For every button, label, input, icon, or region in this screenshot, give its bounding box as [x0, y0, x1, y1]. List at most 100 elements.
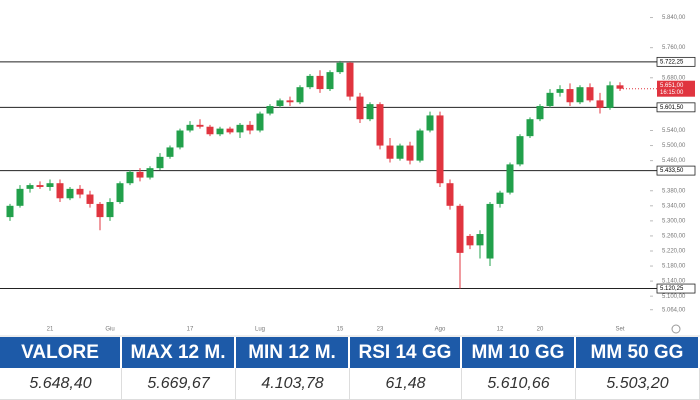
- x-tick-label: Set: [615, 327, 624, 333]
- stats-table: VALORE MAX 12 M. MIN 12 M. RSI 14 GG MM 10 G…: [0, 337, 700, 400]
- candle-body: [426, 115, 434, 131]
- candle-body: [456, 205, 464, 253]
- level-label: 5.433,50: [660, 168, 684, 174]
- candle-body: [606, 85, 614, 108]
- candle-body: [246, 124, 254, 131]
- candle-body: [386, 145, 394, 159]
- x-tick-label: 23: [377, 327, 384, 333]
- level-label: 5.601,50: [660, 105, 684, 111]
- candle-body: [286, 100, 294, 103]
- candle-body: [406, 145, 414, 161]
- candle-body: [596, 100, 604, 108]
- last-price-label: 5.651,00: [660, 83, 684, 89]
- x-tick-label: 21: [47, 327, 54, 333]
- candle-body: [146, 168, 154, 178]
- level-label: 5.120,25: [660, 286, 684, 292]
- y-tick-label: 5.064,00: [662, 307, 686, 313]
- candle-body: [316, 75, 324, 90]
- y-tick-label: 5.140,00: [662, 279, 686, 285]
- y-tick-label: 5.840,00: [662, 15, 686, 21]
- x-tick-label: Ago: [435, 327, 446, 333]
- candle-body: [566, 89, 574, 103]
- table-header-cell: VALORE: [0, 337, 122, 368]
- level-label: 5.722,25: [660, 59, 684, 65]
- candle-body: [446, 183, 454, 206]
- table-header-cell: MAX 12 M.: [122, 337, 236, 368]
- candle-body: [496, 192, 504, 204]
- candle-body: [66, 188, 74, 199]
- candle-body: [476, 234, 484, 246]
- level-box: [656, 165, 696, 176]
- candle-body: [186, 124, 194, 131]
- candle-body: [106, 202, 114, 218]
- y-tick-label: 5.220,00: [662, 249, 686, 255]
- candle-body: [26, 185, 34, 189]
- table-cell: 5.503,20: [576, 368, 700, 400]
- candle-body: [196, 124, 204, 127]
- y-tick-label: 5.180,00: [662, 264, 686, 270]
- candle-body: [96, 203, 104, 218]
- candle-body: [216, 128, 224, 135]
- candle-body: [586, 87, 594, 101]
- y-tick-label: 5.760,00: [662, 45, 686, 51]
- candle-body: [136, 171, 144, 178]
- y-tick-label: 5.460,00: [662, 158, 686, 164]
- candle-body: [546, 92, 554, 107]
- candle-body: [536, 106, 544, 120]
- candle-body: [366, 104, 374, 120]
- candle-body: [346, 62, 354, 97]
- last-price-box: [657, 80, 695, 97]
- candle-body: [166, 147, 174, 157]
- settings-icon[interactable]: [671, 324, 681, 334]
- y-tick-label: 5.380,00: [662, 188, 686, 194]
- table-cell: 61,48: [350, 368, 462, 400]
- candle-body: [126, 171, 134, 184]
- level-box: [656, 283, 696, 294]
- table-header-cell: RSI 14 GG: [350, 337, 462, 368]
- chart: 5.840,00 5.760,00 5.680,00 5.540,00 5.500,00…: [0, 15, 700, 337]
- level-box: [656, 56, 696, 67]
- candle-body: [506, 164, 514, 193]
- candle-body: [46, 183, 54, 187]
- table-cell: 5.610,66: [462, 368, 576, 400]
- table-cell: 5.648,40: [0, 368, 122, 400]
- table-header-cell: MIN 12 M.: [236, 337, 350, 368]
- x-tick-label: 12: [497, 327, 504, 333]
- candle-body: [236, 124, 244, 133]
- candle-body: [356, 96, 364, 120]
- candle-body: [616, 85, 624, 89]
- level-box: [656, 102, 696, 113]
- table-cell: 5.669,67: [122, 368, 236, 400]
- candle-body: [376, 104, 384, 146]
- y-tick-label: 5.540,00: [662, 128, 686, 134]
- candle-body: [516, 136, 524, 165]
- candle-body: [206, 126, 214, 135]
- candle-body: [436, 115, 444, 184]
- candle-body: [466, 235, 474, 246]
- candle-body: [36, 185, 44, 187]
- y-tick-label: 5.100,00: [662, 294, 686, 300]
- candle-body: [116, 183, 124, 203]
- candle-body: [326, 72, 334, 90]
- x-tick-label: 15: [337, 327, 344, 333]
- countdown: 16:15:00: [660, 90, 684, 96]
- candle-body: [6, 205, 14, 218]
- candle-body: [56, 183, 64, 199]
- candle-body: [226, 128, 234, 133]
- candle-body: [86, 194, 94, 204]
- y-tick-label: 5.300,00: [662, 218, 686, 224]
- candle-body: [576, 87, 584, 103]
- x-tick-label: 17: [187, 327, 194, 333]
- x-tick-label: Lug: [255, 327, 265, 333]
- candle-body: [526, 119, 534, 137]
- x-tick-label: Giu: [105, 327, 114, 333]
- candle-body: [556, 89, 564, 93]
- candle-body: [336, 62, 344, 73]
- candle-body: [486, 203, 494, 259]
- candle-body: [276, 100, 284, 107]
- candle-body: [266, 106, 274, 114]
- candle-body: [296, 87, 304, 103]
- x-tick-label: 20: [537, 327, 544, 333]
- candle-body: [16, 188, 24, 206]
- candle-body: [256, 113, 264, 131]
